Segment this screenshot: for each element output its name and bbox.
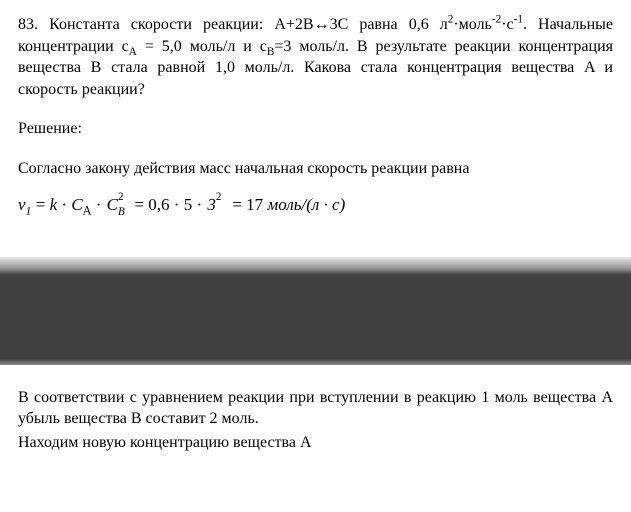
eq-CA-sub: A [83,203,92,217]
lower-paragraph-1: В соответствии с уравнением реакции при … [18,387,613,430]
rate-equation: v1 = k · CA · C2B = 0,6 · 5 · 32 = 17 мо… [18,194,613,217]
eq-dot-2: · [92,195,106,214]
eq-dot-1: · [57,195,71,214]
eq-CB-sub: B [118,205,125,220]
eq-numeric-1: = 0,6 · 5 · [130,195,206,214]
eq-k: k [50,195,58,214]
problem-statement: 83. Константа скорости реакции: A+2B↔3C … [18,14,613,100]
eq-result: = 17 [228,195,267,214]
eq-3: 3 [207,195,216,214]
eq-CB-sup: 2 [118,190,124,205]
eq-CA: C [71,195,82,214]
eq-3-sup: 2 [216,190,222,205]
mass-action-statement: Согласно закону действия масс начальная … [18,158,613,180]
lower-paragraph-2: Находим новую концентрацию вещества A [18,432,613,454]
eq-3sq: 32 [207,194,216,217]
eq-CB: C [107,195,118,214]
eq-equals-1: = [32,195,50,214]
solution-label: Решение: [18,118,613,140]
eq-v: v [18,195,26,214]
eq-units: моль/(л · с) [267,195,345,214]
problem-text: Константа скорости реакции: A+2B↔3C равн… [18,16,613,98]
eq-CB-stack: C2B [107,194,118,217]
problem-number: 83. [18,16,38,33]
page-break-shadow [0,257,631,365]
